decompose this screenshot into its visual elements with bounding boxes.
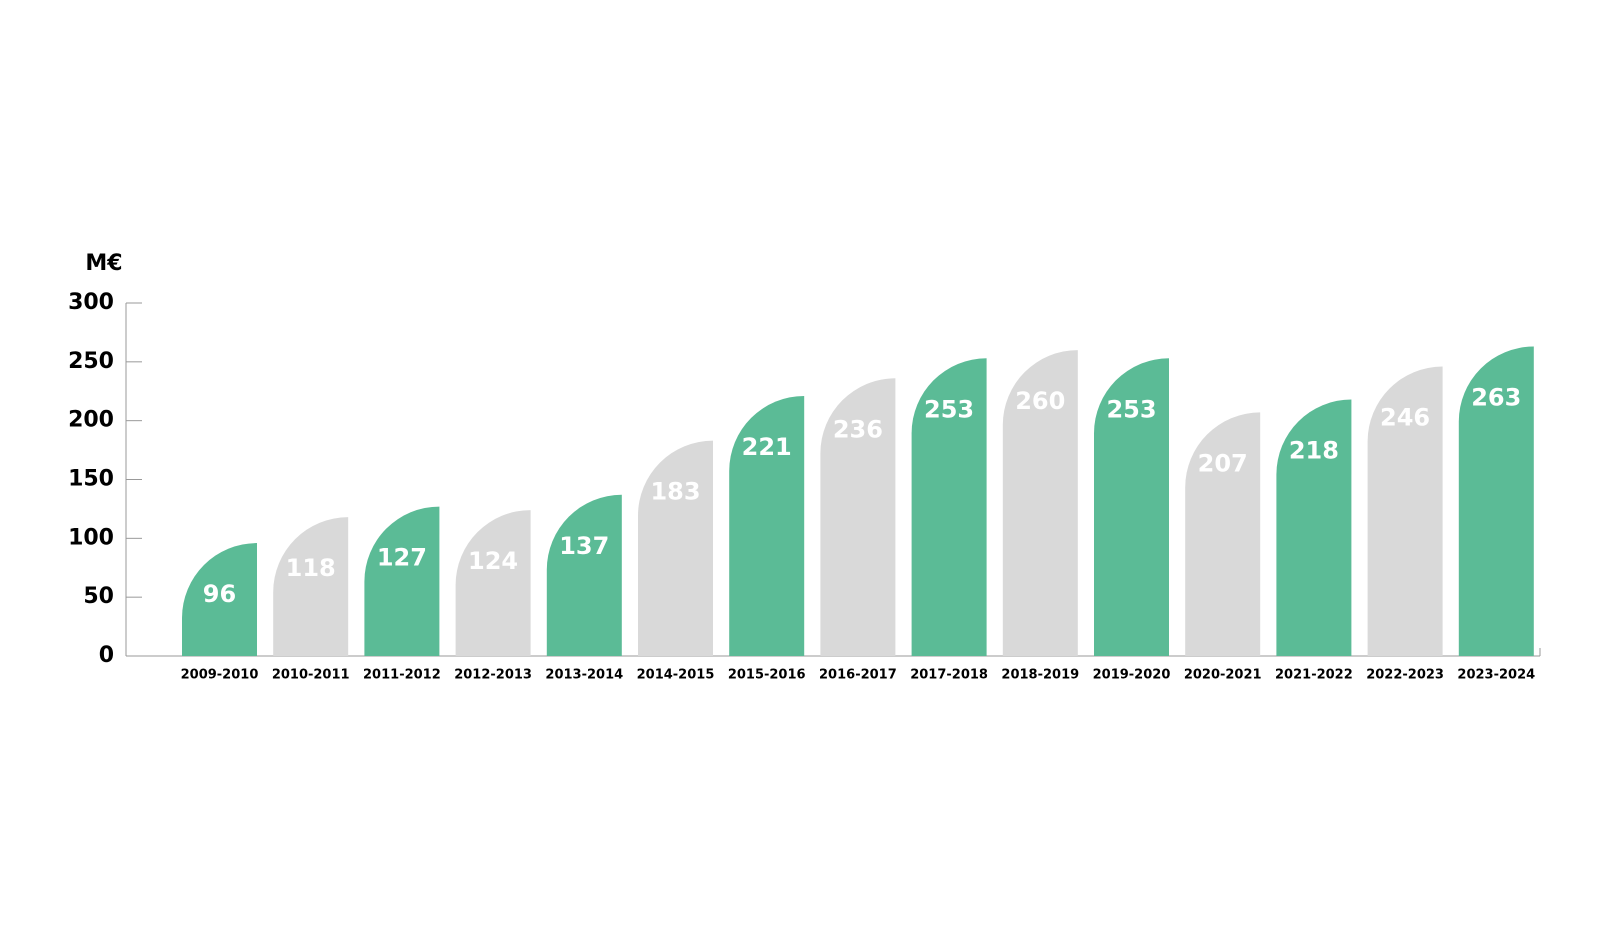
value-label: 253: [924, 395, 974, 423]
x-tick-label: 2017-2018: [910, 668, 988, 683]
y-tick-label: 300: [68, 290, 114, 315]
value-label: 260: [1015, 387, 1065, 415]
x-tick-label: 2010-2011: [272, 668, 350, 683]
bar: [1002, 350, 1078, 656]
y-tick-label: 100: [68, 525, 114, 550]
value-label: 183: [650, 478, 700, 506]
x-tick-label: 2019-2020: [1093, 668, 1171, 683]
bar: [1367, 366, 1443, 656]
x-tick-label: 2011-2012: [363, 668, 441, 683]
y-tick-label: 0: [99, 643, 114, 668]
bar: [820, 378, 896, 656]
x-tick-label: 2014-2015: [637, 668, 715, 683]
bar: [1185, 412, 1261, 656]
value-label: 124: [468, 547, 518, 575]
x-tick-label: 2016-2017: [819, 668, 897, 683]
value-label: 218: [1289, 436, 1339, 464]
y-tick-label: 200: [68, 408, 114, 433]
value-label: 207: [1198, 449, 1248, 477]
bar: [455, 510, 531, 656]
y-tick-label: 150: [68, 467, 114, 492]
bar: [1458, 346, 1534, 656]
bar: [638, 440, 713, 656]
y-axis-label: M€: [85, 251, 122, 276]
value-label: 246: [1380, 404, 1430, 432]
value-label: 221: [742, 433, 792, 461]
bar: [911, 358, 987, 656]
bar: [1094, 358, 1169, 656]
x-tick-label: 2015-2016: [728, 668, 806, 683]
bar: [364, 506, 440, 656]
y-tick-label: 250: [68, 349, 114, 374]
value-label: 236: [833, 415, 883, 443]
x-tick-label: 2022-2023: [1366, 668, 1444, 683]
x-tick-label: 2020-2021: [1184, 668, 1262, 683]
x-tick-label: 2021-2022: [1275, 668, 1353, 683]
bar: [273, 517, 349, 656]
x-tick-label: 2009-2010: [181, 668, 259, 683]
value-label: 127: [377, 544, 427, 572]
x-tick-label: 2023-2024: [1457, 668, 1535, 683]
bar: [546, 494, 622, 656]
value-label: 263: [1471, 384, 1521, 412]
x-tick-label: 2013-2014: [545, 668, 623, 683]
bar: [1276, 399, 1352, 656]
bar: [182, 543, 257, 656]
value-label: 253: [1106, 395, 1156, 423]
y-tick-label: 50: [83, 584, 114, 609]
bar: [729, 395, 805, 656]
x-tick-label: 2018-2019: [1001, 668, 1079, 683]
value-label: 137: [559, 532, 609, 560]
value-label: 118: [286, 554, 336, 582]
x-tick-label: 2012-2013: [454, 668, 532, 683]
value-label: 96: [203, 580, 236, 608]
